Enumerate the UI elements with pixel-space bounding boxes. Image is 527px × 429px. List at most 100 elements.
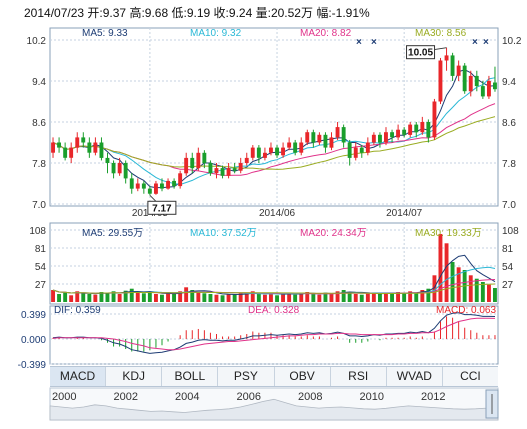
volume-bar	[365, 293, 370, 302]
volume-bar	[160, 294, 164, 302]
navigator-year-label: 2010	[360, 391, 384, 403]
macd-legend-item: MACD: 0.063	[436, 305, 496, 316]
volume-bar	[299, 293, 304, 302]
header-close: 9.24	[228, 6, 253, 20]
candle-body	[232, 168, 237, 171]
candle-body	[299, 142, 304, 153]
date-tick-label: 2014/06	[259, 208, 296, 219]
header-vol-label: 量:	[255, 6, 271, 20]
volume-bar	[293, 294, 298, 302]
tab-wvad[interactable]: WVAD	[387, 367, 443, 386]
volume-bar	[487, 284, 491, 302]
candle-body	[438, 60, 443, 102]
candle-body	[390, 132, 394, 138]
volume-bar	[111, 291, 116, 302]
price-legend-item: MA30: 8.56	[415, 28, 467, 39]
header-low: 9.19	[186, 6, 211, 20]
navigator-year-label: 2002	[114, 391, 138, 403]
price-legend-item: MA10: 9.32	[190, 28, 242, 39]
volume-tick-left: 54	[35, 262, 47, 273]
candle-body	[57, 142, 61, 148]
candle-body	[275, 147, 279, 156]
volume-bar	[129, 288, 134, 302]
volume-bar	[450, 262, 455, 302]
candle-body	[420, 122, 425, 133]
tab-macd[interactable]: MACD	[50, 367, 107, 386]
volume-bar	[305, 292, 310, 302]
volume-bar	[414, 292, 419, 302]
candle-body	[154, 183, 158, 194]
candle-body	[117, 163, 122, 174]
volume-bar	[390, 294, 394, 302]
price-tick-right: 8.6	[502, 118, 516, 129]
candle-body	[353, 147, 358, 158]
navigator-area	[49, 398, 499, 421]
price-tick-left: 10.2	[27, 36, 47, 47]
volume-legend-item: MA10: 37.52万	[190, 228, 257, 239]
price-tick-right: 7.0	[502, 200, 516, 211]
volume-bar	[69, 295, 74, 302]
price-ma-line	[52, 116, 496, 170]
header-high-label: 高:	[129, 6, 145, 20]
price-legend-item: MA20: 8.82	[300, 28, 352, 39]
annotation-box	[406, 45, 436, 60]
volume-bar	[51, 290, 55, 302]
candle-body	[172, 180, 176, 186]
candle-body	[335, 127, 340, 138]
volume-bar	[57, 294, 61, 302]
volume-bar	[63, 292, 68, 302]
header-chg: -1.91%	[331, 6, 370, 20]
volume-bar	[147, 292, 152, 302]
candle-body	[329, 137, 334, 148]
volume-bar	[184, 287, 189, 302]
macd-tick-left: 0.000	[21, 335, 46, 346]
candle-body	[263, 152, 267, 158]
macd-legend-item: DIF: 0.359	[54, 305, 101, 316]
volume-bar	[208, 294, 213, 302]
tab-psy[interactable]: PSY	[218, 367, 275, 386]
volume-bar	[317, 294, 322, 302]
candle-body	[493, 82, 497, 90]
date-tick-label: 2014/07	[386, 208, 423, 219]
annotation-label: 7.17	[152, 203, 172, 214]
volume-bar	[93, 294, 98, 302]
candle-body	[305, 132, 310, 143]
volume-legend-item: MA30: 19.33万	[415, 228, 482, 239]
candle-body	[444, 55, 449, 61]
candle-body	[293, 142, 298, 153]
candle-body	[93, 142, 98, 153]
candle-body	[75, 137, 80, 148]
volume-bar	[269, 293, 273, 302]
header-date: 2014/07/23	[24, 6, 85, 20]
volume-bar	[468, 275, 473, 302]
header-open-label: 开:	[87, 6, 103, 20]
navigator-year-label: 2008	[298, 391, 322, 403]
tab-kdj[interactable]: KDJ	[106, 367, 163, 386]
candle-body	[474, 75, 479, 87]
candle-body	[87, 142, 92, 153]
price-ma-line	[52, 77, 496, 186]
tab-boll[interactable]: BOLL	[162, 367, 219, 386]
annotation-label: 10.05	[408, 48, 433, 59]
volume-bar	[335, 291, 340, 302]
candle-body	[414, 124, 419, 133]
volume-tick-right: 54	[502, 262, 514, 273]
volume-bar	[353, 294, 358, 302]
candle-body	[123, 163, 128, 179]
candle-body	[184, 157, 189, 174]
tab-cci[interactable]: CCI	[460, 369, 481, 383]
volume-ma-line	[52, 283, 496, 294]
candle-body	[220, 168, 225, 176]
candle-body	[105, 157, 110, 163]
candle-body	[51, 142, 55, 153]
annotation-box	[147, 200, 177, 215]
macd-dif-line	[52, 312, 496, 354]
candle-body	[487, 81, 491, 97]
tab-rsi[interactable]: RSI	[331, 367, 387, 386]
volume-bar	[347, 292, 352, 302]
volume-bar	[480, 282, 485, 302]
tab-obv[interactable]: OBV	[275, 367, 331, 386]
volume-bar	[426, 288, 431, 302]
